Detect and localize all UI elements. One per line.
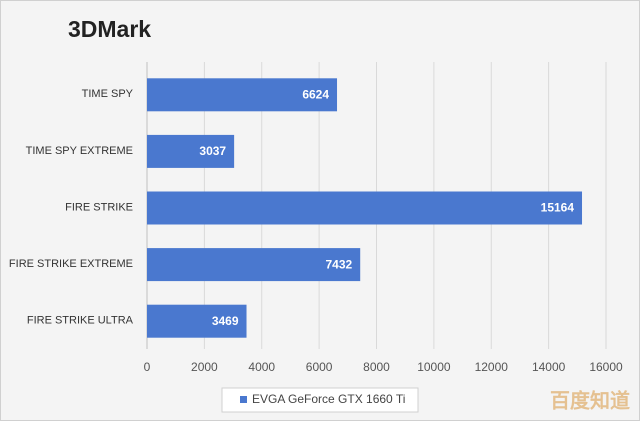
value-label: 6624 bbox=[302, 87, 329, 101]
legend-box bbox=[221, 387, 419, 413]
value-label: 3037 bbox=[199, 144, 226, 158]
x-tick-label: 12000 bbox=[475, 360, 509, 374]
y-tick-label: TIME SPY EXTREME bbox=[26, 145, 133, 157]
watermark: 百度知道 bbox=[550, 388, 630, 412]
chart-title: 3DMark bbox=[68, 16, 151, 42]
bar bbox=[147, 304, 247, 338]
x-tick-label: 14000 bbox=[532, 360, 566, 374]
value-label: 7432 bbox=[326, 257, 353, 271]
bar bbox=[147, 248, 361, 282]
y-tick-label: FIRE STRIKE ULTRA bbox=[27, 315, 134, 327]
x-tick-label: 10000 bbox=[417, 360, 451, 374]
x-tick-label: 2000 bbox=[191, 360, 218, 374]
bar bbox=[147, 78, 338, 112]
bar bbox=[147, 134, 235, 168]
legend-label: EVGA GeForce GTX 1660 Ti bbox=[252, 392, 405, 406]
value-label: 3469 bbox=[212, 314, 239, 328]
x-tick-label: 4000 bbox=[248, 360, 275, 374]
legend-swatch bbox=[240, 396, 247, 403]
x-tick-label: 6000 bbox=[306, 360, 333, 374]
bar bbox=[147, 191, 583, 225]
y-tick-label: FIRE STRIKE bbox=[65, 201, 133, 213]
x-tick-label: 8000 bbox=[363, 360, 390, 374]
x-tick-label: 16000 bbox=[589, 360, 623, 374]
value-label: 15164 bbox=[541, 201, 575, 215]
y-tick-label: FIRE STRIKE EXTREME bbox=[9, 258, 133, 270]
y-tick-label: TIME SPY bbox=[82, 88, 134, 100]
x-tick-label: 0 bbox=[144, 360, 151, 374]
